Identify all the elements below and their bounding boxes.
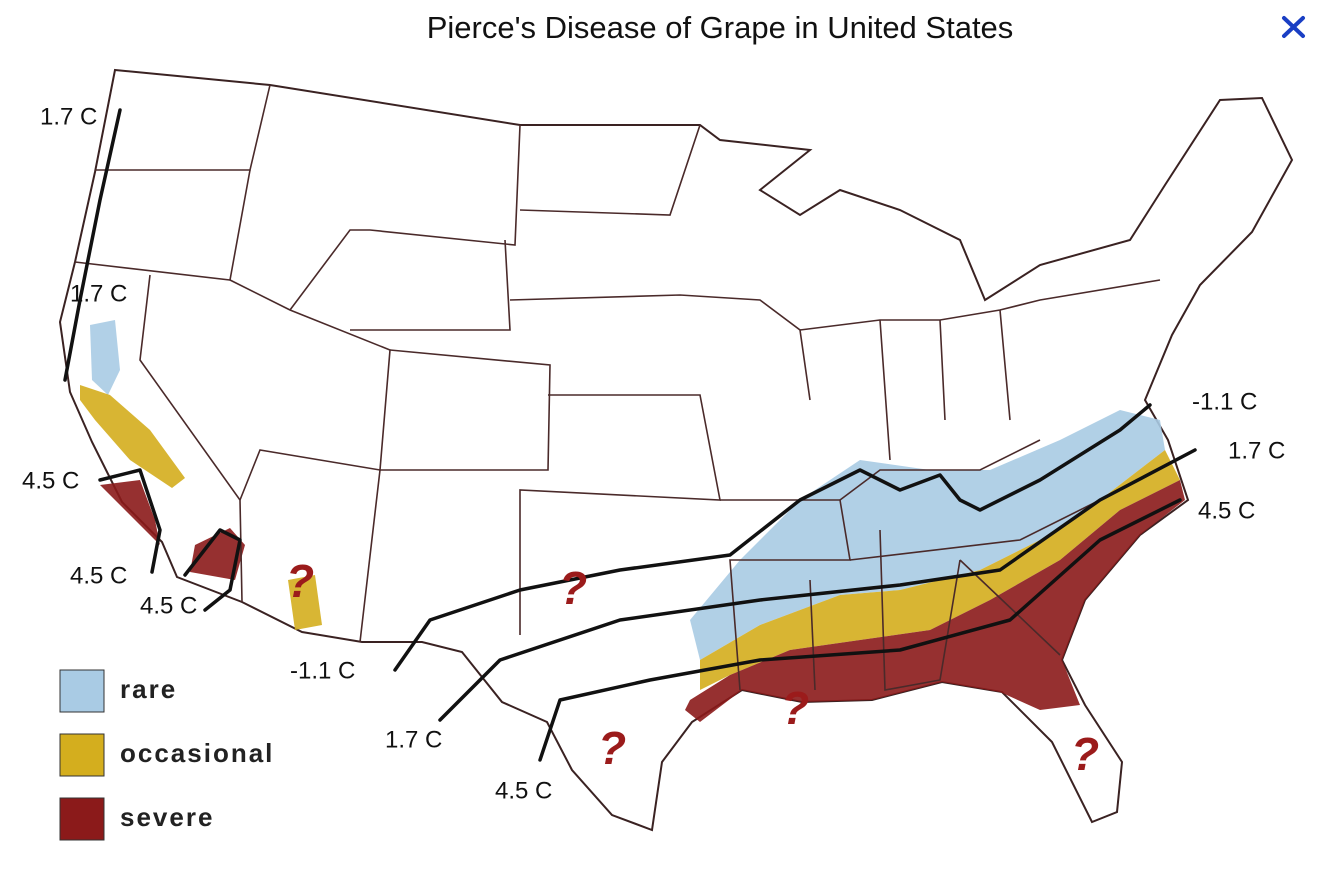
isotherm-label: 4.5 C — [70, 562, 127, 589]
legend-label: rare — [120, 674, 177, 704]
close-button[interactable] — [1278, 12, 1310, 42]
zone-occasional — [700, 450, 1180, 690]
unknown-mark: ? — [559, 562, 587, 614]
zone-severe — [100, 480, 160, 545]
legend-swatch — [59, 669, 105, 713]
disease-zones — [80, 320, 1185, 722]
legend-label: occasional — [120, 738, 274, 768]
isotherms — [63, 108, 1197, 762]
isotherm-label: -1.1 C — [1192, 388, 1257, 415]
unknown-mark: ? — [1071, 728, 1099, 780]
legend-swatch — [59, 797, 105, 841]
isotherm-label: 1.7 C — [70, 280, 127, 307]
zone-occasional — [80, 385, 185, 488]
isotherm-label: 1.7 C — [40, 103, 97, 130]
zone-severe — [190, 528, 245, 580]
isotherm-label: 4.5 C — [495, 777, 552, 804]
legend-swatch — [59, 733, 105, 777]
close-icon-stroke — [1282, 16, 1305, 38]
isotherm-label: 1.7 C — [1228, 437, 1285, 464]
isotherm-label: 1.7 C — [385, 726, 442, 753]
unknown-mark: ? — [286, 555, 314, 607]
legend-label: severe — [120, 802, 214, 832]
isotherm-labels: 1.7 C 1.7 C 4.5 C 4.5 C 4.5 C -1.1 C 1.7 C 4.5 … — [22, 103, 1285, 804]
unknown-mark: ? — [598, 722, 626, 774]
zone-rare — [90, 320, 120, 395]
isotherm-label: 4.5 C — [140, 592, 197, 619]
isotherm-label: 4.5 C — [1198, 497, 1255, 524]
unknown-marks: ????? — [286, 555, 1099, 780]
zone-severe — [685, 480, 1185, 722]
isotherm-label: -1.1 C — [290, 657, 355, 684]
isotherm-label: 4.5 C — [22, 467, 79, 494]
zone-rare — [690, 410, 1165, 660]
zone-occasional — [288, 575, 322, 630]
map-title: Pierce's Disease of Grape in United Stat… — [427, 10, 1014, 45]
unknown-mark: ? — [781, 682, 809, 734]
legend: rare occasional severe — [59, 669, 274, 841]
